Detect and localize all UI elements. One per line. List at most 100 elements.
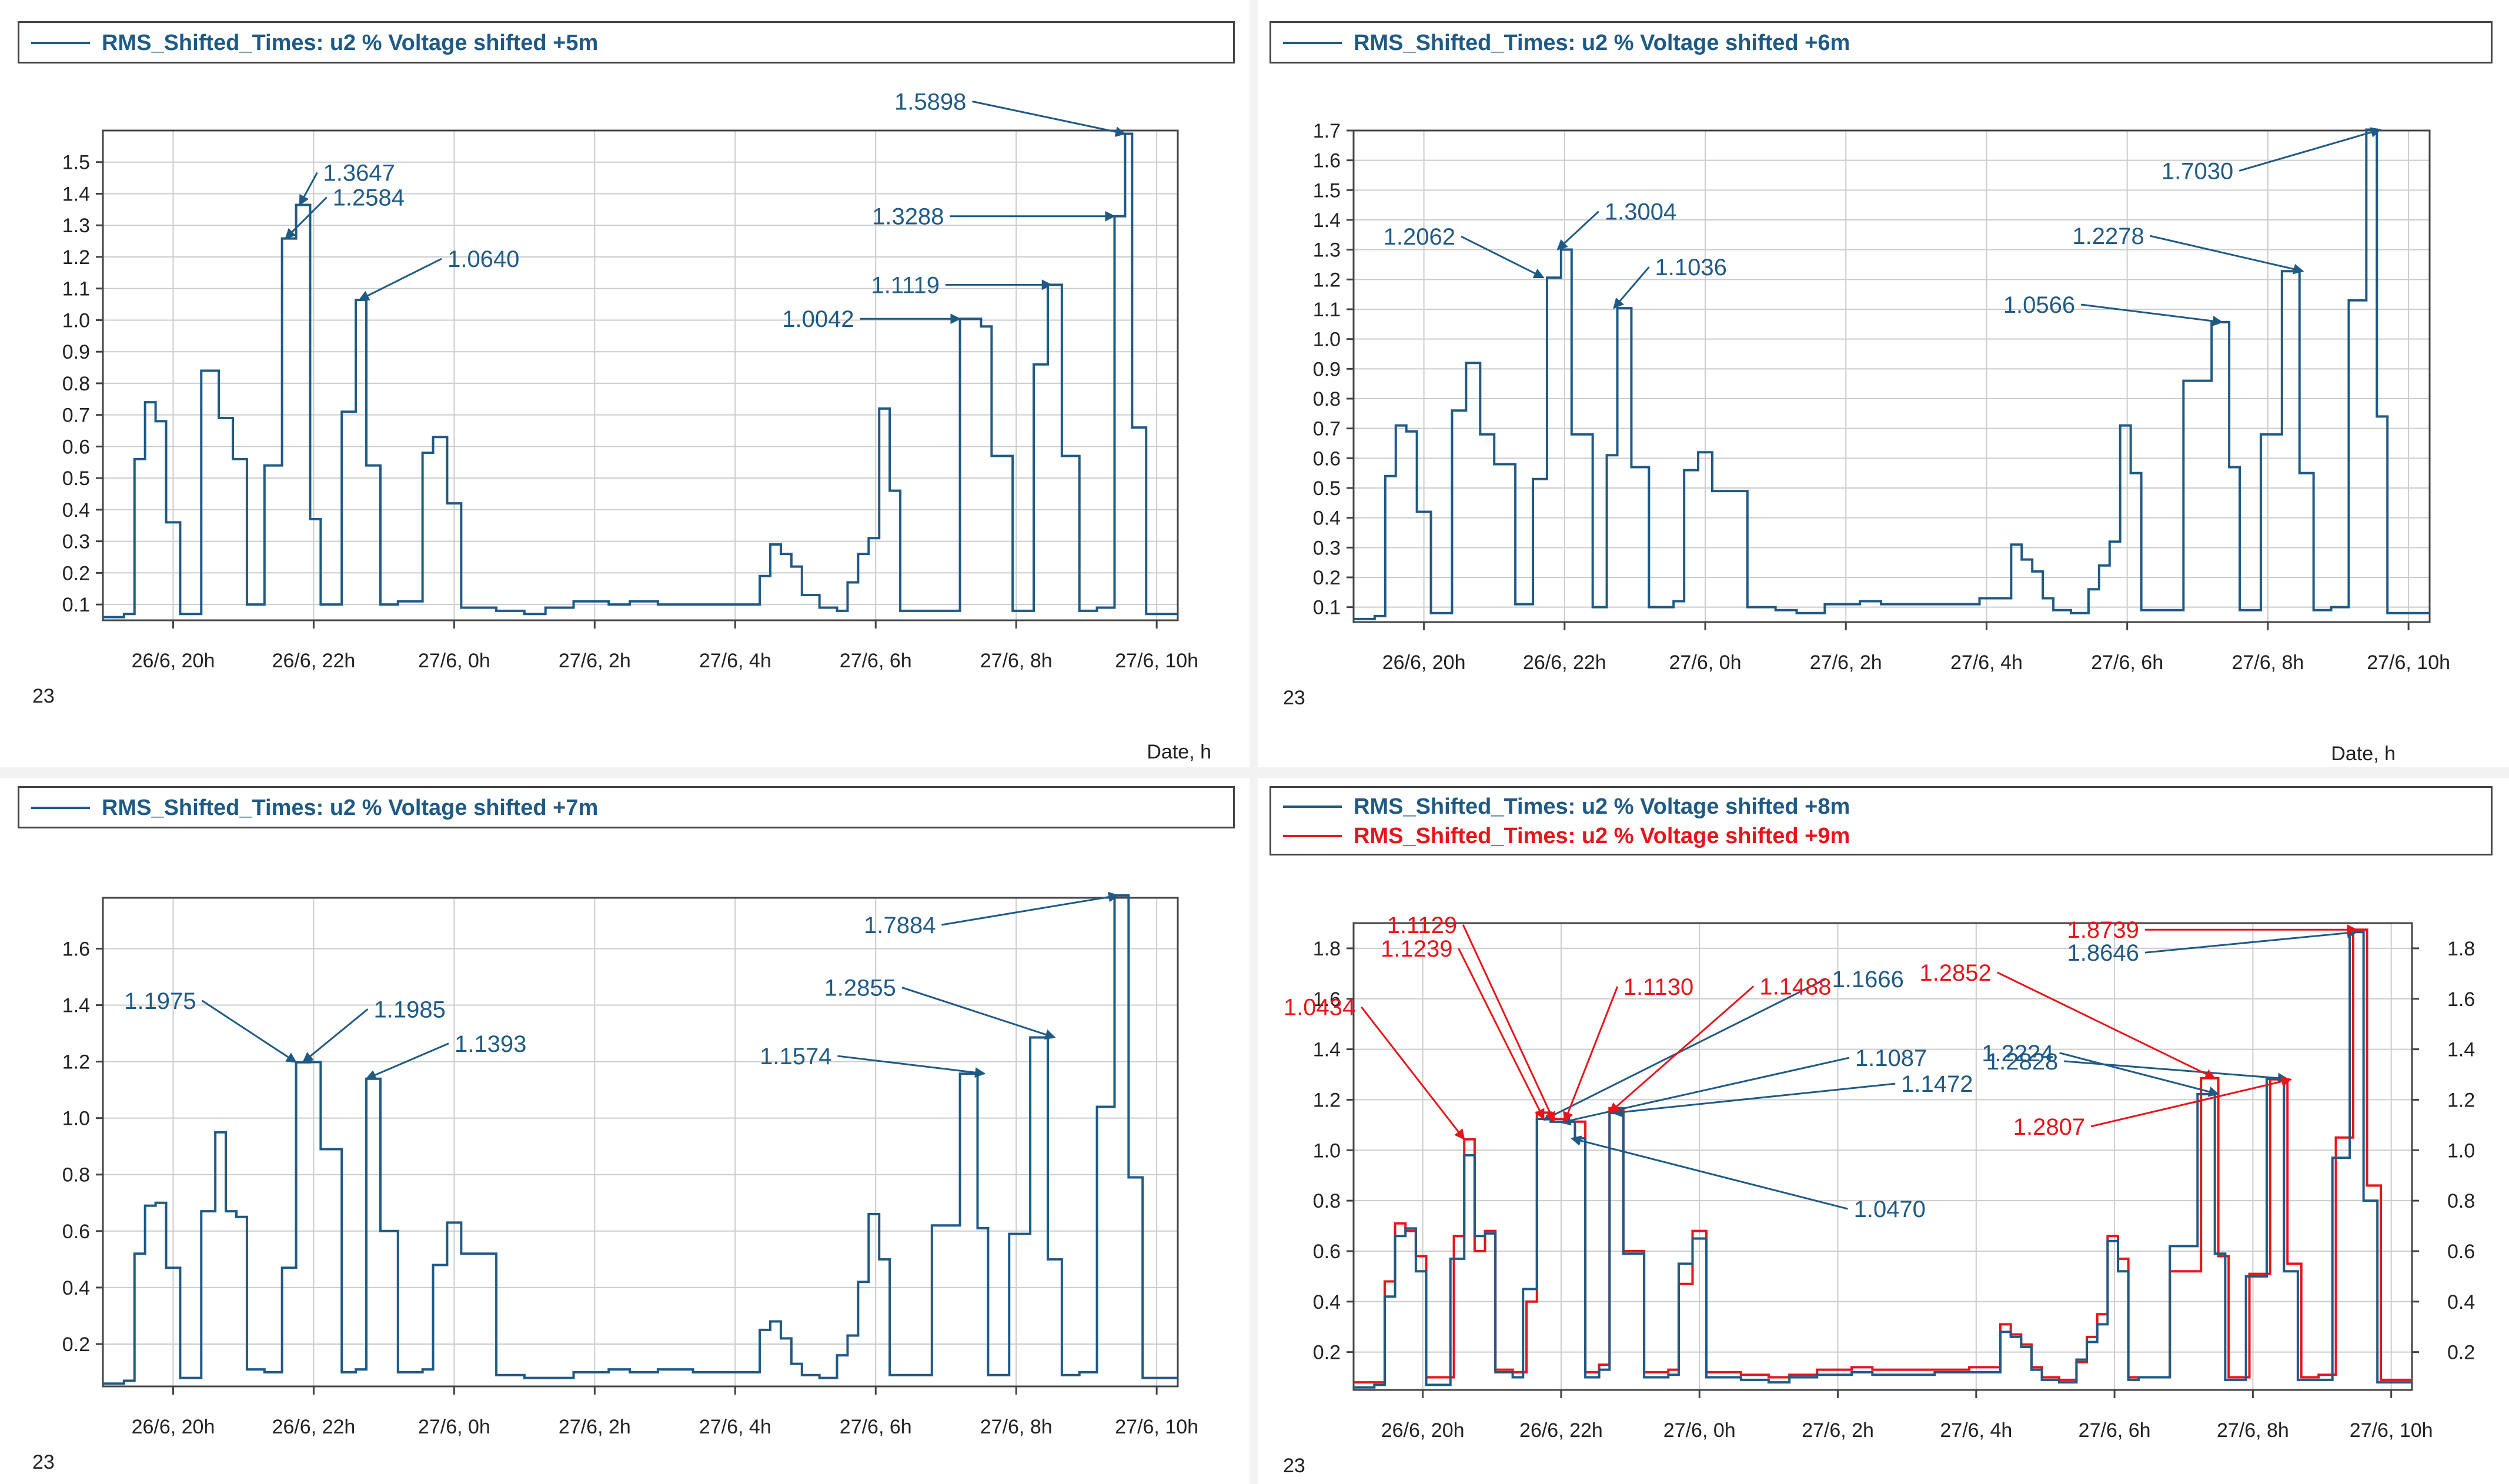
y2-tick-label: 0.8 [2447, 1190, 2475, 1212]
legend-label: RMS_Shifted_Times: u2 % Voltage shifted … [1354, 823, 1850, 848]
x-tick-label: 26/6, 22h [1519, 1419, 1603, 1442]
y-tick-label: 0.1 [62, 594, 90, 616]
annotation-arrow [201, 1000, 298, 1064]
chart-panel-shift-6m: RMS_Shifted_Times: u2 % Voltage shifted … [1258, 0, 2509, 767]
annotation-label: 1.1488 [1759, 974, 1831, 1000]
y-tick-label: 0.8 [1313, 388, 1341, 410]
y-tick-label: 0.1 [1313, 597, 1341, 619]
x-tick-label: 27/6, 2h [1802, 1419, 1874, 1442]
x-tick-label: 26/6, 22h [1523, 651, 1606, 674]
x-axis-label: Date, h [2331, 743, 2396, 765]
y-tick-label: 1.2 [1313, 1089, 1341, 1111]
x-tick-label: 26/6, 22h [272, 650, 356, 672]
panel-divider-horizontal [0, 767, 2509, 778]
y-tick-label: 0.9 [62, 341, 90, 363]
annotation-arrow [2064, 1060, 2289, 1084]
y2-tick-label: 1.8 [2447, 938, 2475, 960]
annotation-arrow [2080, 303, 2223, 326]
annotation-arrow [365, 1042, 449, 1080]
x-tick-label: 27/6, 6h [840, 1416, 912, 1438]
annotation-arrow [2150, 235, 2304, 275]
x-tick-label: 27/6, 10h [2350, 1419, 2433, 1442]
y-tick-label: 1.0 [62, 309, 90, 332]
annotation-label: 1.1472 [1901, 1071, 1973, 1097]
annotation-arrow [1563, 986, 1619, 1123]
x-origin-label: 23 [32, 1451, 55, 1473]
annotation-label: 1.3647 [323, 160, 395, 186]
chart-plot: 0.1 0.2 0.3 0.4 0.5 0.6 0.7 0.8 0.9 1.0 1.1 1.2 1.3 1… [1283, 120, 2450, 765]
annotation-label: 1.0566 [2003, 292, 2075, 318]
legend-entry: RMS_Shifted_Times: u2 % Voltage shifted … [31, 794, 598, 822]
annotation-arrow [901, 987, 1056, 1040]
legend-swatch [31, 42, 90, 44]
y-tick-label: 0.8 [1313, 1190, 1341, 1212]
y-tick-label: 1.2 [1313, 269, 1341, 291]
x-tick-label: 27/6, 0h [1663, 1419, 1736, 1442]
annotation-arrow [2059, 1052, 2220, 1097]
annotation-label: 1.1975 [124, 988, 196, 1014]
x-tick-label: 26/6, 20h [1381, 1419, 1465, 1442]
y2-tick-label: 0.4 [2447, 1291, 2475, 1313]
annotation-label: 1.1239 [1381, 936, 1452, 962]
y-tick-label: 1.6 [1313, 150, 1341, 172]
x-tick-label: 27/6, 2h [559, 1416, 631, 1438]
annotation-label: 1.0470 [1854, 1196, 1926, 1222]
x-tick-label: 27/6, 0h [418, 650, 490, 672]
x-tick-label: 26/6, 22h [272, 1416, 356, 1438]
y-tick-label: 1.2 [62, 1051, 90, 1074]
y-tick-label: 1.1 [62, 278, 90, 300]
y-tick-label: 0.3 [62, 531, 90, 553]
grid [1354, 923, 2412, 1390]
x-tick-label: 27/6, 0h [418, 1416, 490, 1438]
legend-entry: RMS_Shifted_Times: u2 % Voltage shifted … [1283, 29, 1850, 57]
y-tick-label: 0.2 [62, 562, 90, 584]
annotation-label: 1.1119 [871, 272, 940, 298]
y-tick-label: 1.3 [1313, 239, 1341, 262]
x-tick-label: 27/6, 4h [1940, 1419, 2012, 1442]
x-tick-label: 26/6, 20h [132, 1416, 215, 1438]
y-tick-label: 0.2 [62, 1333, 90, 1356]
annotation-label: 1.1036 [1655, 255, 1727, 280]
annotation-arrow [1997, 971, 2216, 1079]
series-line [103, 894, 1178, 1385]
annotation-label: 1.1574 [760, 1044, 831, 1069]
y-tick-label: 0.4 [62, 1277, 90, 1299]
x-tick-label: 27/6, 8h [2217, 1419, 2289, 1442]
annotation-arrow [1570, 1135, 1848, 1210]
y2-tick-label: 1.4 [2447, 1039, 2475, 1061]
y-tick-label: 1.0 [1313, 1139, 1341, 1162]
y2-tick-label: 0.6 [2447, 1241, 2475, 1263]
x-tick-label: 27/6, 2h [1810, 651, 1882, 674]
annotation-label: 1.2855 [824, 975, 896, 1001]
y-tick-label: 0.5 [1313, 477, 1341, 500]
x-tick-label: 27/6, 2h [559, 650, 631, 672]
legend-swatch [1283, 835, 1342, 837]
annotation-arrow [2239, 127, 2382, 172]
annotation-label: 1.1087 [1855, 1045, 1927, 1071]
x-tick-label: 27/6, 8h [2231, 651, 2304, 674]
x-tick-label: 26/6, 20h [132, 650, 215, 672]
annotation-arrow [1361, 1006, 1465, 1141]
annotation-arrow [285, 196, 328, 239]
chart-plot: 0.2 0.2 0.4 0.4 0.6 0.6 0.8 0.8 1.0 1.0 1.2 1.2 1.4 1… [1283, 913, 2475, 1477]
y2-tick-label: 0.2 [2447, 1342, 2475, 1364]
y-tick-label: 0.9 [1313, 358, 1341, 380]
y-tick-label: 1.3 [62, 215, 90, 237]
y-tick-label: 0.6 [62, 436, 90, 458]
y-tick-label: 1.2 [62, 246, 90, 269]
x-tick-label: 27/6, 4h [699, 1416, 771, 1438]
y-tick-label: 0.6 [62, 1221, 90, 1243]
annotation-arrow [1612, 1082, 1896, 1118]
legend-box: RMS_Shifted_Times: u2 % Voltage shifted … [1269, 21, 2493, 63]
annotation-arrow [1556, 210, 1599, 250]
legend-entry: RMS_Shifted_Times: u2 % Voltage shifted … [31, 29, 598, 57]
annotation-label: 1.2224 [1982, 1041, 2053, 1067]
annotation-arrow [1542, 978, 1827, 1121]
legend-box: RMS_Shifted_Times: u2 % Voltage shifted … [18, 786, 1235, 828]
legend-label: RMS_Shifted_Times: u2 % Voltage shifted … [102, 30, 599, 55]
y-tick-label: 0.4 [1313, 1291, 1341, 1313]
annotation-arrow [2144, 927, 2358, 954]
annotation-arrow [1461, 235, 1545, 279]
y-tick-label: 0.6 [1313, 447, 1341, 470]
x-tick-label: 27/6, 4h [1950, 651, 2023, 674]
